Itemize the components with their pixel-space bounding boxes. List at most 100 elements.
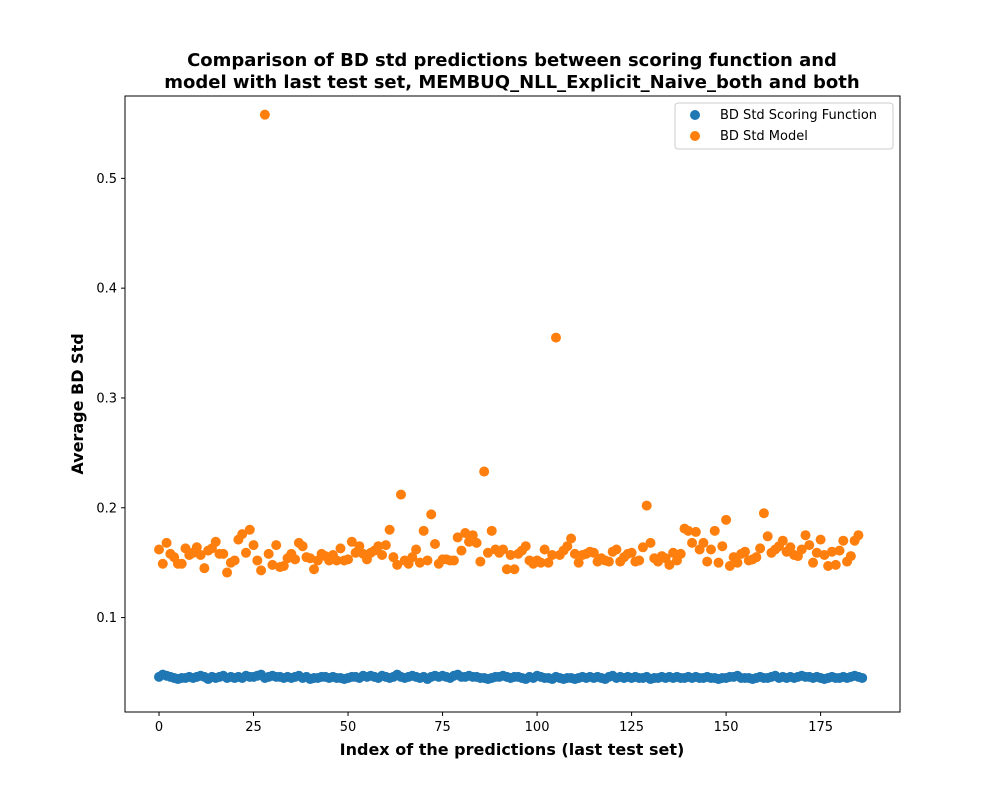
model-point	[267, 559, 278, 570]
legend-marker-scoring-function	[690, 110, 700, 120]
model-point	[687, 537, 698, 548]
data-points	[154, 109, 868, 685]
x-tick-label: 0	[155, 720, 163, 735]
model-point	[834, 545, 845, 556]
model-point	[252, 555, 263, 566]
model-point	[777, 535, 788, 546]
axis-ticks: 0 25 50 75 100 125 150 175 0.1 0.2 0.3 0.4 0.5	[96, 172, 833, 735]
model-point	[520, 541, 531, 552]
model-point	[377, 549, 388, 560]
model-point	[263, 548, 274, 559]
model-point	[732, 557, 743, 568]
legend-box	[674, 102, 894, 150]
model-point	[486, 525, 497, 536]
y-tick-label: 0.1	[96, 611, 117, 626]
model-point	[815, 534, 826, 545]
model-point	[550, 332, 561, 343]
model-point	[758, 508, 769, 519]
model-point	[256, 565, 267, 576]
x-tick-label: 175	[808, 720, 833, 735]
model-point	[804, 540, 815, 551]
model-point	[418, 525, 429, 536]
model-point	[762, 531, 773, 542]
model-point	[380, 540, 391, 551]
model-point	[690, 526, 701, 537]
model-point	[422, 555, 433, 566]
y-axis-label: Average BD Std	[68, 333, 87, 474]
legend-marker-model	[690, 131, 700, 141]
model-point	[709, 525, 720, 536]
model-point	[305, 553, 316, 564]
legend: BD Std Scoring Function BD Std Model	[674, 102, 894, 150]
y-tick-label: 0.4	[96, 282, 117, 297]
chart-title-line-1: Comparison of BD std predictions between…	[187, 50, 837, 71]
model-point	[191, 542, 202, 553]
model-point	[195, 549, 206, 560]
model-point	[573, 557, 584, 568]
model-point	[475, 556, 486, 567]
model-point	[373, 541, 384, 552]
model-point	[845, 551, 856, 562]
model-point	[460, 528, 471, 539]
model-point	[539, 544, 550, 555]
model-point	[569, 548, 580, 559]
model-point	[388, 552, 399, 563]
model-point	[626, 547, 637, 558]
model-point	[611, 544, 622, 555]
model-point	[335, 543, 346, 554]
model-point	[637, 542, 648, 553]
model-point	[724, 560, 735, 571]
model-point	[668, 547, 679, 558]
model-point	[509, 564, 520, 575]
model-point	[240, 547, 251, 558]
model-point	[271, 540, 282, 551]
model-point	[702, 556, 713, 567]
model-point	[717, 541, 728, 552]
model-point	[683, 525, 694, 536]
model-point	[471, 537, 482, 548]
model-point	[354, 541, 365, 552]
x-tick-label: 25	[245, 720, 262, 735]
model-point	[210, 536, 221, 547]
x-tick-label: 150	[714, 720, 739, 735]
model-point	[479, 466, 490, 477]
model-point	[430, 539, 440, 549]
model-point	[505, 549, 516, 560]
model-point	[244, 524, 255, 535]
model-point	[414, 557, 425, 568]
model-point	[641, 500, 652, 511]
model-point	[823, 560, 834, 571]
model-point	[566, 533, 577, 544]
model-point	[154, 544, 165, 555]
model-point	[547, 549, 558, 560]
model-point	[796, 544, 807, 555]
model-point	[826, 546, 837, 557]
y-tick-label: 0.3	[96, 391, 117, 406]
legend-label-scoring-function: BD Std Scoring Function	[720, 108, 877, 123]
series-scoring-function	[154, 669, 868, 685]
model-point	[498, 544, 509, 555]
model-point	[819, 549, 830, 560]
model-point	[705, 544, 716, 555]
model-point	[456, 545, 467, 556]
model-point	[675, 548, 686, 559]
model-point	[800, 530, 811, 541]
model-point	[297, 541, 308, 552]
model-point	[384, 524, 395, 535]
model-point	[448, 555, 459, 566]
x-tick-label: 50	[340, 720, 357, 735]
scoring-function-point	[857, 672, 868, 683]
model-point	[278, 560, 289, 571]
model-point	[664, 559, 675, 570]
model-point	[603, 556, 614, 567]
x-tick-label: 100	[525, 720, 550, 735]
model-point	[222, 567, 233, 578]
x-tick-label: 75	[434, 720, 451, 735]
model-point	[467, 530, 478, 541]
model-point	[698, 537, 709, 548]
model-point	[218, 548, 229, 559]
model-point	[346, 536, 357, 547]
model-point	[740, 546, 750, 557]
model-point	[309, 564, 320, 575]
